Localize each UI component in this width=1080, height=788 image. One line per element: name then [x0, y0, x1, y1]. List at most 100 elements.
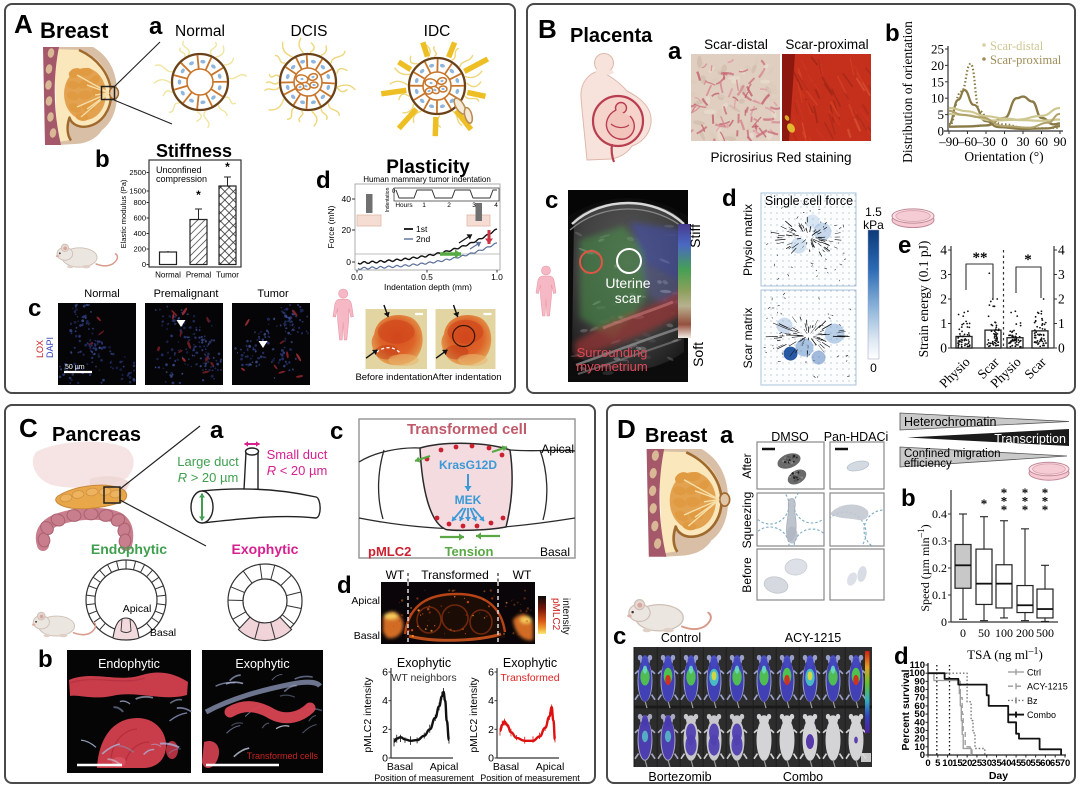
svg-text:0.4: 0.4: [932, 507, 947, 521]
svg-text:10: 10: [942, 758, 953, 769]
svg-text:compression: compression: [156, 174, 207, 184]
svg-text:70: 70: [1060, 758, 1071, 769]
svg-text:C: C: [19, 413, 38, 443]
svg-text:B: B: [538, 14, 557, 44]
svg-text:Large duct: Large duct: [177, 454, 239, 469]
svg-text:0: 0: [940, 341, 947, 356]
svg-text:0: 0: [1001, 134, 1008, 149]
svg-text:50: 50: [914, 709, 925, 720]
svg-text:a: a: [210, 417, 224, 444]
svg-text:Normal: Normal: [155, 271, 181, 280]
svg-text:b: b: [38, 646, 53, 673]
svg-text:Before indentation: Before indentation: [355, 372, 432, 383]
svg-text:WT: WT: [513, 568, 532, 582]
svg-text:DAPI: DAPI: [45, 337, 55, 358]
svg-text:0.3: 0.3: [932, 534, 947, 548]
svg-text:*: *: [1001, 494, 1008, 509]
svg-text:Bz: Bz: [1027, 696, 1038, 706]
svg-text:Human mammary tumor indentatio: Human mammary tumor indentation: [363, 175, 491, 184]
svg-text:pMLC2 intensity: pMLC2 intensity: [468, 677, 480, 753]
svg-text:1500: 1500: [129, 187, 146, 196]
svg-text:*: *: [1022, 485, 1029, 500]
svg-text:a: a: [720, 422, 734, 449]
svg-text:*: *: [1022, 502, 1029, 517]
svg-text:20: 20: [342, 225, 352, 235]
svg-text:5: 5: [938, 107, 945, 122]
svg-text:After indentation: After indentation: [432, 372, 501, 383]
svg-text:0: 0: [488, 753, 494, 765]
svg-text:0: 0: [1058, 341, 1065, 356]
svg-text:30: 30: [981, 758, 992, 769]
svg-text:Orientation (°): Orientation (°): [964, 149, 1043, 164]
svg-text:3: 3: [1058, 267, 1065, 282]
svg-text:Position of measurement: Position of measurement: [480, 773, 580, 783]
svg-text:80: 80: [914, 685, 925, 696]
svg-text:IDC: IDC: [424, 23, 451, 40]
svg-text:Squeezing: Squeezing: [740, 492, 754, 549]
svg-text:Basal: Basal: [540, 545, 570, 559]
svg-text:60: 60: [914, 701, 925, 712]
svg-text:25: 25: [972, 758, 983, 769]
svg-text:Exophytic: Exophytic: [232, 541, 299, 557]
svg-text:Speed (µm min–1): Speed (µm min–1): [916, 524, 932, 611]
svg-text:40: 40: [914, 717, 925, 728]
svg-text:Control: Control: [661, 631, 701, 645]
svg-text:d: d: [316, 167, 331, 194]
svg-text:2: 2: [447, 202, 451, 209]
svg-text:Stiff: Stiff: [687, 224, 703, 248]
svg-text:Force (mN): Force (mN): [326, 205, 336, 248]
svg-text:Position of measurement: Position of measurement: [374, 773, 474, 783]
svg-text:20: 20: [962, 758, 973, 769]
svg-text:Physio matrix: Physio matrix: [741, 204, 755, 276]
svg-text:Transformed: Transformed: [421, 568, 489, 582]
svg-text:b: b: [901, 485, 916, 512]
svg-text:0: 0: [920, 750, 925, 761]
svg-text:Pan-HDACi: Pan-HDACi: [824, 430, 889, 444]
svg-text:pMLC2: pMLC2: [550, 598, 561, 631]
svg-text:d: d: [337, 572, 352, 599]
svg-text:Indentation depth (mm): Indentation depth (mm): [384, 282, 472, 292]
svg-text:1.5: 1.5: [865, 205, 882, 219]
svg-text:*: *: [1022, 494, 1029, 509]
svg-text:Breast: Breast: [645, 425, 708, 447]
svg-text:Heterochromatin: Heterochromatin: [904, 415, 996, 429]
svg-text:KrasG12D: KrasG12D: [439, 458, 497, 472]
svg-text:0: 0: [960, 626, 966, 640]
svg-text:Percent survival: Percent survival: [900, 669, 912, 750]
svg-text:2: 2: [940, 292, 947, 307]
svg-text:0: 0: [142, 260, 146, 269]
svg-text:60: 60: [1040, 758, 1051, 769]
svg-text:500: 500: [1036, 626, 1054, 640]
svg-text:2nd: 2nd: [416, 234, 430, 244]
svg-text:110: 110: [910, 660, 925, 671]
svg-text:Transcription: Transcription: [994, 432, 1066, 446]
svg-text:4: 4: [940, 243, 947, 258]
svg-text:0: 0: [941, 615, 947, 629]
svg-text:Scar-distal: Scar-distal: [990, 39, 1044, 53]
svg-text:WT neighbors: WT neighbors: [391, 672, 456, 684]
svg-text:Day: Day: [989, 770, 1008, 782]
svg-text:*: *: [1001, 485, 1008, 500]
svg-text:4: 4: [494, 202, 498, 209]
svg-text:Pancreas: Pancreas: [52, 424, 141, 446]
svg-text:Premalignant: Premalignant: [154, 288, 219, 300]
svg-text:Hours: Hours: [395, 202, 413, 209]
svg-text:4: 4: [1058, 243, 1065, 258]
svg-text:0: 0: [870, 361, 877, 375]
svg-text:kPa: kPa: [863, 218, 884, 232]
svg-text:0.2: 0.2: [932, 561, 947, 575]
svg-text:a: a: [668, 38, 682, 65]
svg-text:4: 4: [382, 695, 388, 707]
svg-text:10: 10: [914, 742, 925, 753]
svg-text:Placenta: Placenta: [570, 25, 653, 47]
svg-text:0.5: 0.5: [421, 272, 433, 282]
svg-text:Normal: Normal: [84, 288, 119, 300]
svg-text:60: 60: [1035, 134, 1048, 149]
svg-text:Ctrl: Ctrl: [1027, 668, 1041, 678]
svg-text:Scar-proximal: Scar-proximal: [990, 53, 1062, 67]
svg-text:0: 0: [925, 758, 930, 769]
svg-text:15: 15: [952, 758, 963, 769]
svg-text:3: 3: [472, 202, 476, 209]
svg-text:40: 40: [342, 194, 352, 204]
svg-text:400: 400: [133, 229, 146, 238]
